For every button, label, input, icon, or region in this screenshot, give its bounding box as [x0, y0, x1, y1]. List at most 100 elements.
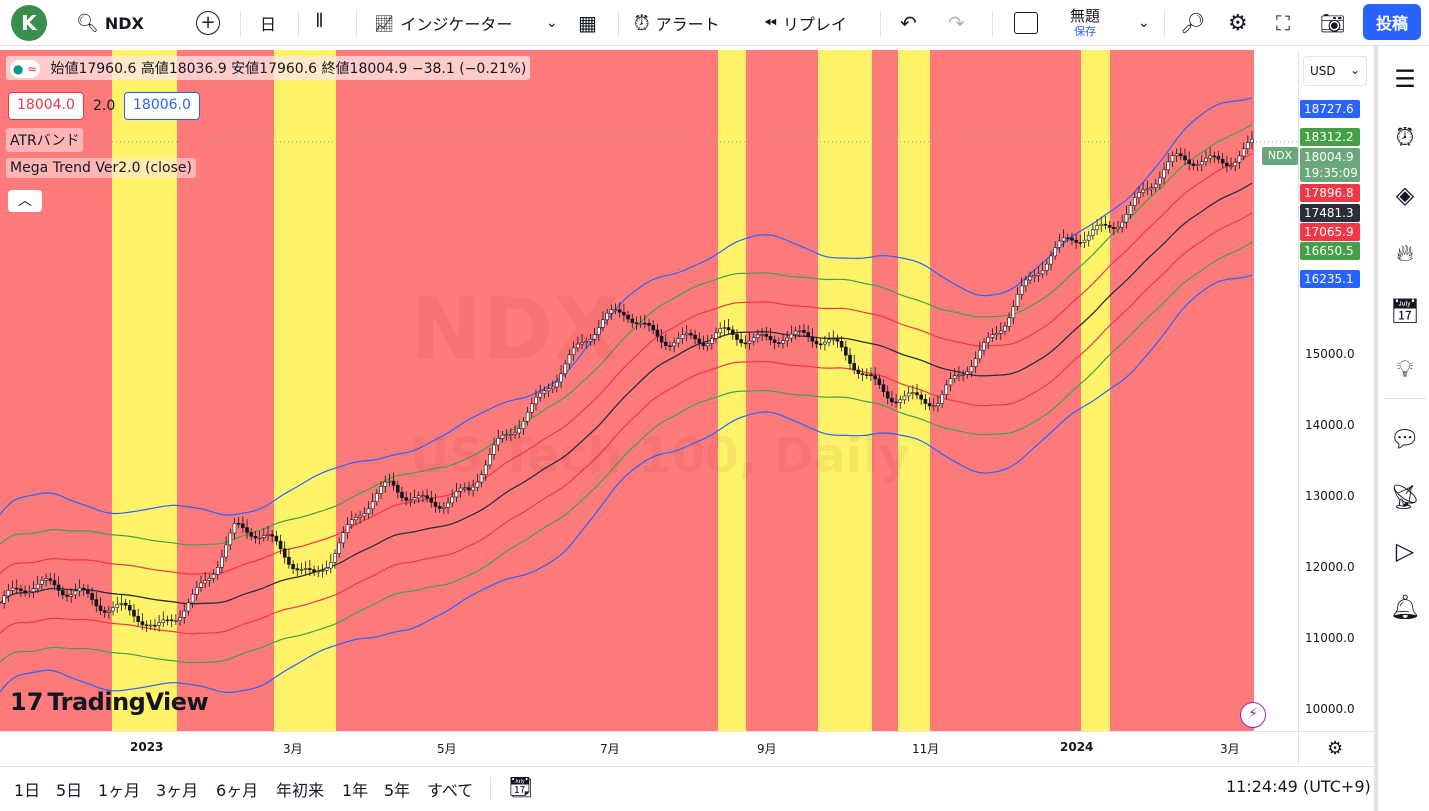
buy-price-button[interactable]: 18006.0	[124, 92, 200, 120]
user-avatar[interactable]: K	[11, 5, 47, 41]
candle-body	[190, 593, 195, 604]
settings-button[interactable]: ⚙︎	[1228, 0, 1248, 46]
fullscreen-layout-button[interactable]	[1014, 0, 1038, 46]
clock-timezone[interactable]: 11:24:49 (UTC+9)	[1226, 777, 1371, 796]
candle-body	[1137, 192, 1141, 198]
hotlist-flame-icon[interactable]: 🔥︎	[1396, 239, 1414, 267]
candle-body	[647, 322, 651, 326]
candle-body	[86, 589, 90, 594]
symbol-label: NDX	[104, 13, 144, 33]
layout-dropdown[interactable]: ⌄	[1138, 0, 1150, 46]
layout-name-button[interactable]: 無題 保存	[1070, 0, 1100, 46]
trend-zone-yellow	[718, 50, 746, 731]
screenshot-button[interactable]: 📷︎	[1320, 0, 1345, 46]
indicator-mega-trend[interactable]: Mega Trend Ver2.0 (close)	[6, 158, 196, 178]
indicator-atr-band[interactable]: ATRバンド	[6, 128, 84, 152]
tradingview-logo[interactable]: 𝟭𝟳 TradingView	[10, 688, 209, 716]
indicators-button[interactable]: 📈︎ インジケーター	[374, 0, 512, 46]
candle-body	[546, 388, 551, 392]
chart-canvas[interactable]	[0, 50, 1298, 731]
candle-body	[1057, 240, 1062, 248]
candle-body	[492, 444, 496, 455]
time-tick-label: 7月	[600, 742, 620, 756]
replay-button[interactable]: ⏪︎ リプレイ	[764, 0, 847, 46]
range-button[interactable]: 6ヶ月	[216, 781, 259, 800]
axis-settings-button[interactable]: ⚙︎	[1298, 731, 1374, 765]
price-axis[interactable]: USD ⌄ 16000.015000.014000.013000.012000.…	[1298, 50, 1374, 731]
time-tick-label: 3月	[283, 742, 303, 756]
price-tag: 16650.5	[1300, 242, 1360, 260]
layers-icon[interactable]: ◈	[1395, 181, 1415, 209]
date-range-button[interactable]: 📆︎	[508, 775, 533, 799]
spread-value: 2.0	[93, 98, 116, 114]
range-button[interactable]: 5日	[56, 781, 83, 800]
candle-body	[165, 619, 170, 622]
candle-body	[1074, 239, 1078, 243]
interval-button[interactable]: 日	[260, 15, 277, 34]
high-label: 高値	[140, 61, 169, 77]
price-tag: 17065.9	[1300, 223, 1360, 241]
candle-body	[806, 332, 810, 338]
time-tick-label: 5月	[437, 742, 457, 756]
compare-button[interactable]: +	[196, 0, 220, 46]
candle-body	[1103, 223, 1108, 226]
candle-body	[496, 438, 501, 446]
time-axis[interactable]: 2023 3月 5月 7月 9月 11月 2024 3月	[0, 731, 1298, 765]
redo-button[interactable]: ↷	[948, 0, 965, 46]
candle-body	[228, 532, 233, 546]
candle-body	[944, 384, 949, 395]
candle-body	[169, 619, 174, 622]
low-value: 17960.6	[259, 61, 318, 77]
chart-pane[interactable]: NDX US Tech 100, Daily ● ≈ 始値17960.6 高値1…	[0, 50, 1298, 731]
candle-body	[856, 369, 861, 374]
trend-zone-yellow	[898, 50, 930, 731]
calendar-icon[interactable]: 📅︎	[1389, 297, 1421, 325]
range-button[interactable]: 5年	[384, 781, 411, 800]
range-button[interactable]: 1ヶ月	[98, 781, 141, 800]
range-button[interactable]: すべて	[427, 781, 474, 800]
indicators-dropdown[interactable]: ⌄	[546, 0, 558, 46]
fullscreen-button[interactable]: ⛶	[1276, 0, 1290, 46]
candle-body	[1024, 279, 1028, 287]
candle-body	[370, 501, 375, 510]
layout-button[interactable]: ▦	[578, 0, 597, 46]
watchlist-icon[interactable]: ☰	[1394, 65, 1416, 93]
candle-body	[500, 434, 505, 439]
publish-button[interactable]: 投稿	[1363, 4, 1421, 40]
candle-body	[1107, 224, 1112, 228]
alarm-icon[interactable]: ⏰︎	[1395, 123, 1415, 151]
lightning-icon[interactable]: ⚡︎	[1240, 702, 1266, 728]
candle-body	[211, 574, 216, 579]
currency-label: USD	[1310, 64, 1336, 78]
range-button[interactable]: 3ヶ月	[156, 781, 199, 800]
notification-bell-icon[interactable]: 🔔︎	[1389, 593, 1421, 621]
candle-body	[111, 607, 115, 612]
quick-search-button[interactable]: 🔎︎	[1180, 0, 1205, 46]
candle-body	[182, 610, 187, 618]
candle-body	[730, 329, 735, 335]
candle-body	[898, 399, 903, 403]
candle-body	[35, 583, 40, 589]
alert-button[interactable]: ⏰︎ アラート	[634, 0, 720, 46]
candle-body	[680, 334, 685, 339]
play-icon[interactable]: ▷	[1395, 537, 1415, 565]
candle-body	[1065, 237, 1070, 240]
idea-bulb-icon[interactable]: 💡︎	[1396, 355, 1414, 383]
chat-icon[interactable]: 💬︎	[1389, 425, 1421, 453]
candle-style-button[interactable]: 𝍪	[316, 0, 323, 46]
candle-body	[148, 624, 153, 627]
streams-icon[interactable]: 📡︎	[1389, 483, 1421, 511]
candle-body	[128, 604, 132, 611]
range-button[interactable]: 1年	[342, 781, 369, 800]
candle-body	[462, 487, 467, 490]
sell-price-button[interactable]: 18004.0	[8, 92, 84, 120]
candle-body	[567, 354, 572, 365]
range-button[interactable]: 年初来	[276, 781, 325, 800]
range-button[interactable]: 1日	[14, 781, 41, 800]
currency-select[interactable]: USD ⌄	[1303, 56, 1367, 86]
collapse-legend-button[interactable]: ︿	[8, 190, 42, 212]
top-toolbar: K 🔍︎ NDX + 日 𝍪 📈︎ インジケーター ⌄ ▦ ⏰︎ アラート ⏪︎…	[0, 0, 1429, 46]
symbol-search-button[interactable]: 🔍︎ NDX	[76, 0, 144, 46]
undo-button[interactable]: ↶	[900, 0, 917, 46]
undo-icon: ↶	[900, 11, 917, 35]
